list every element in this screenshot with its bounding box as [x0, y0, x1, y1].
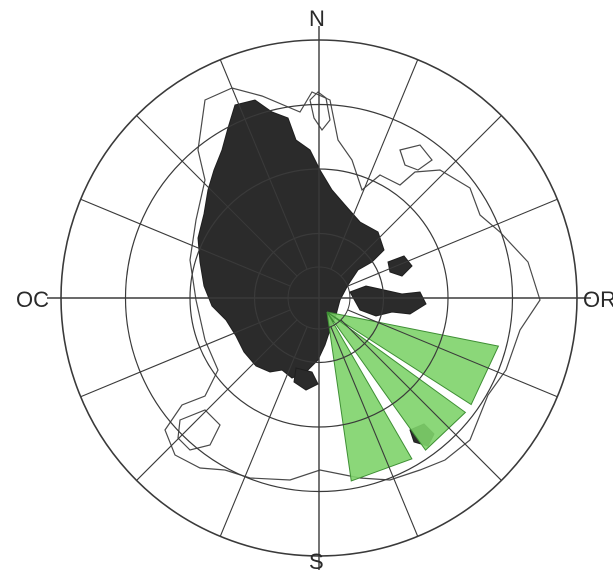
grid-spoke-9 [219, 326, 308, 537]
east-label: OR [583, 287, 613, 312]
grid-spoke-15 [219, 59, 308, 270]
highlighted-sector-3 [326, 311, 413, 482]
grid-spoke-5 [347, 309, 558, 398]
grid-spoke-11 [80, 309, 291, 398]
west-label: OC [16, 287, 49, 312]
region-outline [164, 87, 541, 481]
grid-spoke-14 [136, 115, 298, 277]
urban-area-east [349, 285, 427, 317]
urban-area-northeast [387, 255, 413, 277]
grid-spoke-7 [330, 326, 419, 537]
grid-spoke-1 [330, 59, 419, 270]
south-label: S [309, 549, 324, 574]
grid-spoke-10 [136, 319, 298, 481]
polar-grid [47, 26, 591, 570]
highlighted-sector-1 [326, 311, 500, 406]
urban-area-south [293, 367, 319, 391]
grid-spoke-3 [347, 198, 558, 287]
grid-spoke-6 [340, 319, 502, 481]
grid-spoke-2 [340, 115, 502, 277]
highlighted-sectors [326, 311, 500, 482]
grid-spoke-13 [80, 198, 291, 287]
north-label: N [309, 6, 325, 31]
urban-area [197, 99, 385, 379]
region-outline-detail [177, 91, 433, 451]
